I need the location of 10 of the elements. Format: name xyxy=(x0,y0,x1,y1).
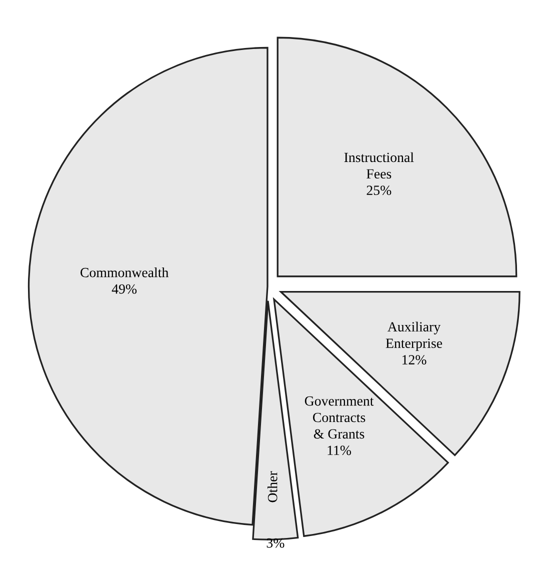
slice-label: Other xyxy=(268,471,278,502)
data-label: 12% xyxy=(402,355,426,364)
data-label: 25% xyxy=(366,186,392,196)
slice-label: Commonwealth xyxy=(80,267,168,278)
slice-label: Auxiliary Enterprise xyxy=(386,322,442,351)
slice-label: Instructional Fees xyxy=(344,152,414,179)
data-label: 11% xyxy=(328,446,352,456)
data-label: 49% xyxy=(112,284,137,294)
data-label: 3% xyxy=(266,538,284,548)
slice-label: Government Contracts & Grants xyxy=(304,396,374,439)
